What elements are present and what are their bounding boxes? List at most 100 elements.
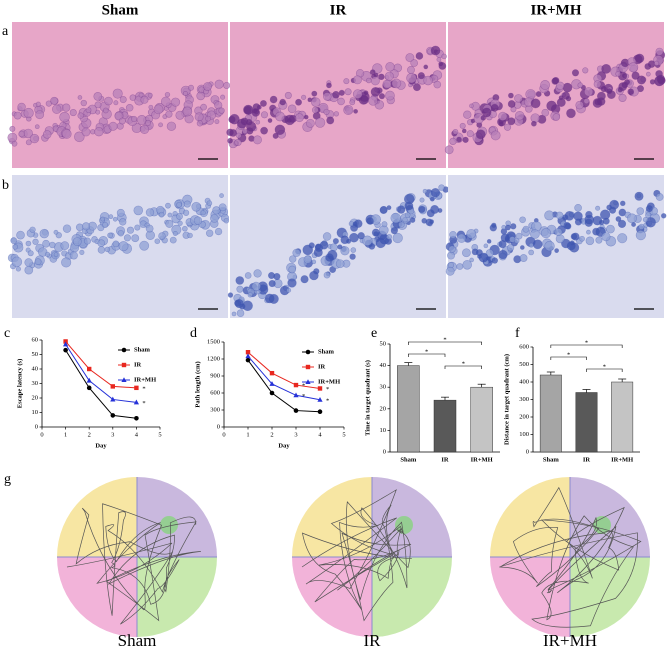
cell — [340, 246, 350, 256]
cell — [289, 255, 297, 263]
cell — [332, 238, 339, 245]
cell — [62, 224, 72, 233]
cell — [430, 187, 441, 198]
marker — [269, 390, 275, 396]
cell — [214, 119, 220, 125]
cell — [25, 240, 32, 247]
cell — [386, 205, 392, 211]
cell — [176, 201, 183, 208]
cell — [236, 309, 245, 318]
cell — [77, 95, 83, 100]
cell — [379, 206, 388, 214]
cell — [118, 241, 129, 252]
micrograph — [7, 22, 231, 168]
cell — [571, 69, 580, 77]
cell — [61, 257, 72, 268]
cell — [307, 97, 313, 103]
legend-label: IR — [318, 363, 326, 370]
cell — [108, 121, 118, 131]
cell — [636, 207, 645, 215]
cell — [362, 235, 373, 246]
cell — [133, 205, 144, 216]
column-title: IR+MH — [530, 2, 581, 18]
cell — [246, 121, 257, 132]
cell — [430, 45, 441, 56]
y-tick-label: 20 — [32, 394, 39, 401]
series-line — [247, 351, 321, 389]
marker — [293, 392, 299, 398]
marker — [63, 341, 69, 347]
cell — [645, 205, 653, 213]
cell — [187, 232, 193, 239]
cell — [322, 92, 332, 101]
cell — [561, 91, 570, 100]
cell — [579, 235, 585, 242]
cell — [366, 77, 372, 84]
marker — [293, 408, 299, 413]
cell — [489, 224, 498, 232]
series-line — [65, 349, 137, 419]
micrograph — [445, 175, 667, 318]
cell — [544, 210, 555, 221]
cell — [284, 91, 292, 99]
significance: * — [142, 385, 145, 392]
cell — [369, 69, 376, 76]
cell — [126, 226, 135, 234]
cell — [193, 216, 203, 225]
cell — [292, 248, 301, 257]
cell — [385, 90, 395, 101]
cell — [498, 249, 508, 260]
cell — [530, 113, 541, 123]
cell — [337, 97, 345, 106]
legend-label: IR+MH — [318, 378, 340, 385]
cell — [421, 217, 428, 224]
cell — [615, 70, 621, 77]
y-tick-label: 40 — [380, 362, 387, 369]
cell — [466, 130, 474, 138]
quadrant — [57, 557, 137, 637]
y-tick-label: 600 — [519, 343, 529, 350]
cell — [531, 120, 537, 127]
cell — [556, 97, 566, 107]
cell — [508, 92, 514, 99]
y-tick-label: 900 — [210, 372, 220, 379]
cell — [314, 117, 326, 128]
significance: * — [425, 348, 428, 355]
panel-letter: f — [515, 326, 520, 341]
cell — [554, 228, 563, 237]
cell — [311, 106, 319, 114]
cell — [584, 87, 594, 97]
cell — [481, 107, 492, 118]
cell — [223, 217, 230, 224]
cell — [183, 200, 191, 208]
cell — [507, 100, 516, 108]
cell — [480, 115, 487, 121]
cell — [275, 111, 285, 122]
cell — [540, 79, 551, 90]
cell — [436, 57, 442, 62]
cell — [10, 237, 18, 245]
cell — [447, 251, 455, 260]
cell — [100, 216, 106, 222]
cell — [191, 201, 202, 212]
cell — [119, 96, 127, 104]
x-tick-label: 2 — [88, 431, 91, 438]
cell — [475, 129, 486, 140]
cell — [59, 111, 70, 123]
y-tick-label: 400 — [519, 378, 529, 385]
x-tick-label: 1 — [64, 431, 67, 438]
cell — [311, 259, 317, 265]
cell — [602, 217, 610, 225]
cell — [35, 110, 45, 120]
cell — [310, 97, 321, 107]
cell — [429, 219, 435, 225]
cell — [645, 71, 651, 77]
panel-letter: a — [2, 24, 9, 39]
cell — [260, 100, 267, 107]
cell — [415, 52, 424, 60]
cell — [256, 104, 262, 110]
cell — [349, 253, 356, 260]
x-axis-label: Day — [278, 442, 290, 449]
cell — [574, 204, 582, 212]
